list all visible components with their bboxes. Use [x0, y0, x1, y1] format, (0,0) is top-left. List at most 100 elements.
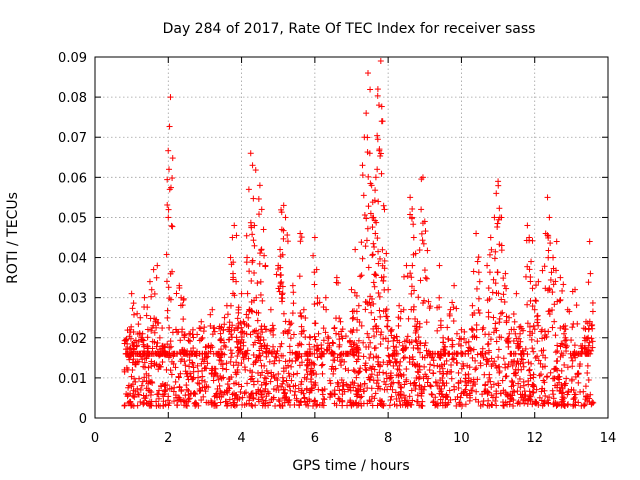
data-point [127, 344, 134, 351]
data-point [308, 378, 315, 385]
data-point [544, 373, 551, 380]
data-point [151, 360, 158, 367]
data-point [334, 354, 341, 361]
data-point [564, 306, 571, 313]
data-point [373, 353, 380, 360]
data-point [562, 342, 569, 349]
data-point [370, 377, 377, 384]
data-point [249, 308, 256, 315]
data-point [160, 350, 167, 357]
data-point [230, 290, 237, 297]
data-point [411, 379, 418, 386]
data-point [311, 398, 318, 405]
data-point [303, 366, 310, 373]
data-point [243, 311, 250, 318]
data-point [261, 374, 268, 381]
data-point [539, 352, 546, 359]
data-point [185, 376, 192, 383]
data-point [552, 278, 559, 285]
data-point [565, 389, 572, 396]
data-point [234, 353, 241, 360]
data-point [378, 170, 385, 177]
data-point [517, 330, 524, 337]
data-point [588, 322, 595, 329]
data-point [506, 314, 513, 321]
data-point [280, 202, 287, 209]
data-point [379, 262, 386, 269]
data-point [301, 398, 308, 405]
data-point [551, 301, 558, 308]
data-point [510, 310, 517, 317]
data-point [485, 309, 492, 316]
data-point [564, 364, 571, 371]
data-point [528, 258, 535, 265]
data-point [168, 358, 175, 365]
data-point [442, 343, 449, 350]
data-point [384, 345, 391, 352]
data-point [462, 378, 469, 385]
data-point [278, 209, 285, 216]
data-point [475, 398, 482, 405]
data-point [168, 385, 175, 392]
data-point [339, 335, 346, 342]
data-point [414, 344, 421, 351]
data-point [130, 356, 137, 363]
y-tick-label: 0.09 [58, 51, 87, 66]
data-point [310, 369, 317, 376]
data-point [584, 397, 591, 404]
data-point [533, 282, 540, 289]
data-point [479, 326, 486, 333]
data-point [383, 370, 390, 377]
data-point [373, 272, 380, 279]
data-point [473, 365, 480, 372]
data-point [356, 319, 363, 326]
data-point [511, 389, 518, 396]
data-point [355, 337, 362, 344]
data-point [252, 390, 259, 397]
data-point [458, 390, 465, 397]
data-point [531, 326, 538, 333]
data-point [244, 290, 251, 297]
data-point [514, 358, 521, 365]
data-point [318, 362, 325, 369]
data-point [388, 326, 395, 333]
data-point [488, 355, 495, 362]
data-point [503, 373, 510, 380]
data-point [414, 392, 421, 399]
data-point [246, 268, 253, 275]
data-point [476, 278, 483, 285]
data-point [298, 323, 305, 330]
data-point [370, 240, 377, 247]
data-point [311, 361, 318, 368]
data-point [360, 353, 367, 360]
data-point [141, 304, 148, 311]
data-point [547, 276, 554, 283]
y-tick-label: 0.07 [58, 131, 87, 146]
data-point [278, 340, 285, 347]
data-point [539, 364, 546, 371]
data-point [159, 325, 166, 332]
data-point [586, 339, 593, 346]
data-point [298, 359, 305, 366]
data-point [556, 379, 563, 386]
data-point [446, 311, 453, 318]
x-tick-label: 14 [600, 431, 617, 446]
data-point [151, 315, 158, 322]
data-point [375, 290, 382, 297]
data-point [277, 343, 284, 350]
data-point [360, 388, 367, 395]
data-point [539, 335, 546, 342]
data-point [254, 317, 261, 324]
data-point [383, 250, 390, 257]
data-point [375, 361, 382, 368]
data-point [407, 270, 414, 277]
data-point [257, 334, 264, 341]
data-point [464, 392, 471, 399]
data-point [516, 324, 523, 331]
data-point [163, 366, 170, 373]
data-point [323, 306, 330, 313]
data-point [253, 327, 260, 334]
data-point [280, 235, 287, 242]
data-point [437, 322, 444, 329]
data-point [488, 392, 495, 399]
